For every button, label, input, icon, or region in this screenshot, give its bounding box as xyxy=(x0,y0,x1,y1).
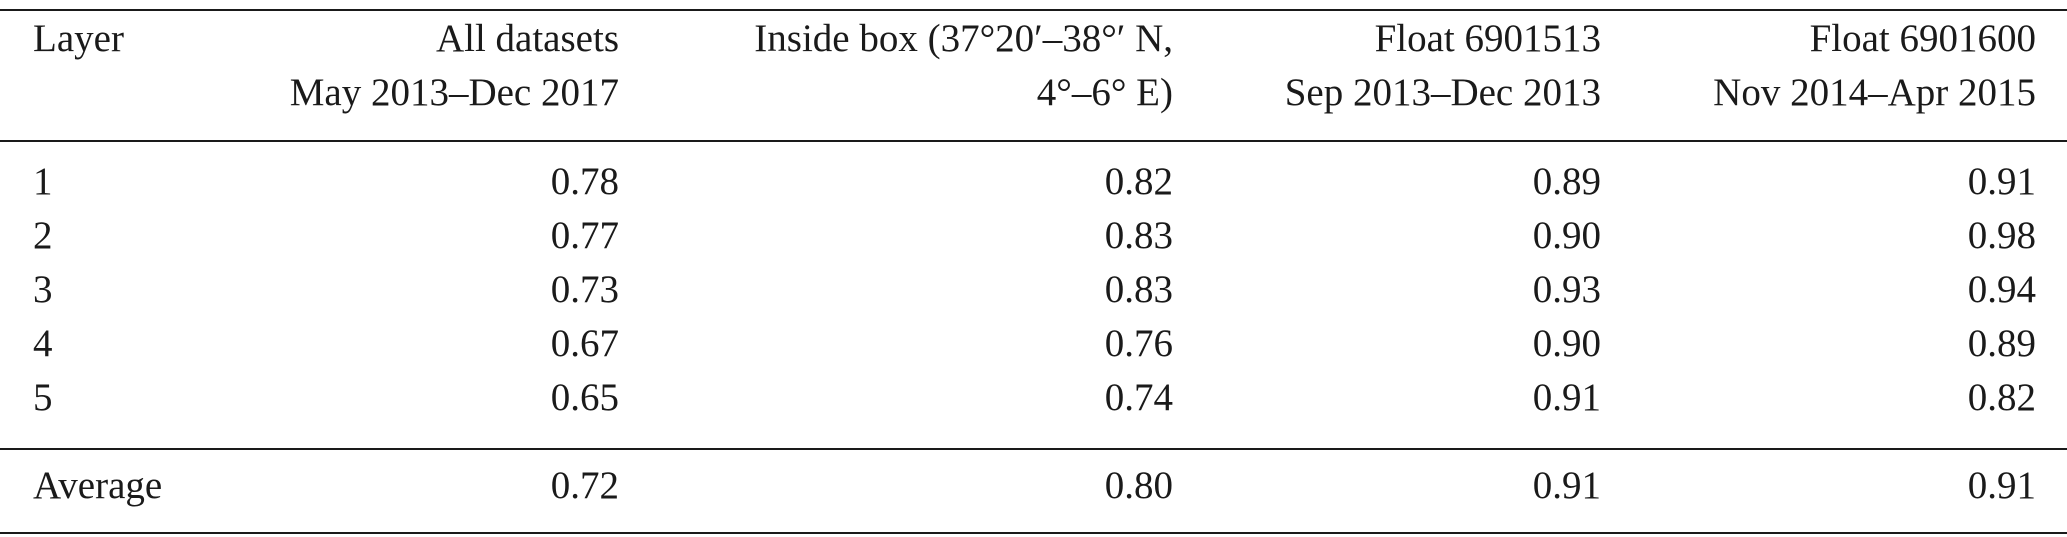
header-cell: Inside box (37°20′–38°′ N, xyxy=(754,17,1173,60)
cell: 0.91 xyxy=(1968,160,2036,203)
cell: 0.67 xyxy=(551,322,619,365)
cell: 0.76 xyxy=(1105,322,1173,365)
cell: 0.83 xyxy=(1105,214,1173,257)
cell: 0.78 xyxy=(551,160,619,203)
cell: 5 xyxy=(33,376,53,419)
cell: 0.89 xyxy=(1968,322,2036,365)
cell: 0.83 xyxy=(1105,268,1173,311)
header-cell: Nov 2014–Apr 2015 xyxy=(1713,71,2036,114)
footer-cell: 0.72 xyxy=(551,464,619,507)
header-cell: May 2013–Dec 2017 xyxy=(290,71,619,114)
header-cell: All datasets xyxy=(436,17,619,60)
cell: 0.77 xyxy=(551,214,619,257)
cell: 0.94 xyxy=(1968,268,2036,311)
cell: 0.74 xyxy=(1105,376,1173,419)
cell: 0.93 xyxy=(1533,268,1601,311)
cell: 0.65 xyxy=(551,376,619,419)
footer-cell: 0.91 xyxy=(1968,464,2036,507)
header-cell: 4°–6° E) xyxy=(1037,71,1173,114)
footer-cell: 0.91 xyxy=(1533,464,1601,507)
cell: 0.82 xyxy=(1105,160,1173,203)
cell: 1 xyxy=(33,160,53,203)
cell: 0.82 xyxy=(1968,376,2036,419)
cell: 0.98 xyxy=(1968,214,2036,257)
cell: 0.90 xyxy=(1533,322,1601,365)
header-cell: Float 6901513 xyxy=(1375,17,1601,60)
footer-cell: 0.80 xyxy=(1105,464,1173,507)
cell: 0.73 xyxy=(551,268,619,311)
cell: 0.90 xyxy=(1533,214,1601,257)
header-cell: Layer xyxy=(33,17,124,60)
cell: 3 xyxy=(33,268,53,311)
header-cell: Float 6901600 xyxy=(1810,17,2036,60)
cell: 4 xyxy=(33,322,53,365)
footer-cell: Average xyxy=(33,464,162,507)
header-cell: Sep 2013–Dec 2013 xyxy=(1285,71,1601,114)
cell: 0.91 xyxy=(1533,376,1601,419)
cell: 2 xyxy=(33,214,53,257)
cell: 0.89 xyxy=(1533,160,1601,203)
